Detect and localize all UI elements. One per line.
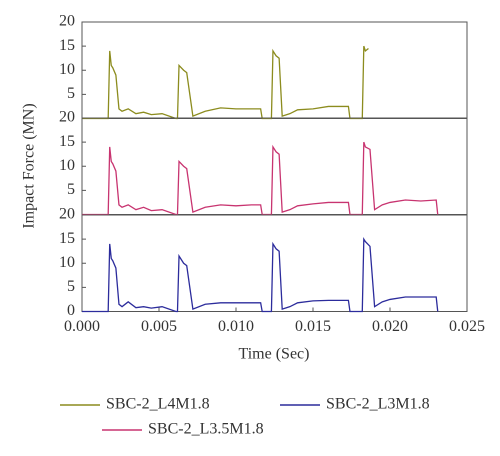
series-line [82, 236, 439, 313]
x-tick-label: 0.015 [295, 318, 331, 335]
x-tick-label: 0.010 [218, 318, 254, 335]
y-tick-label: 15 [59, 133, 75, 150]
y-tick-label: 10 [59, 157, 75, 174]
y-tick-label: 5 [67, 181, 75, 198]
y-tick-label: 10 [59, 254, 75, 271]
y-tick-label: 5 [67, 278, 75, 295]
x-tick-label: 0.000 [64, 318, 100, 335]
legend-label: SBC-2_L3.5M1.8 [148, 421, 264, 438]
x-tick-label: 0.025 [449, 318, 485, 335]
legend-label: SBC-2_L3M1.8 [326, 396, 430, 413]
legend-label: SBC-2_L4M1.8 [106, 396, 210, 413]
y-tick-label: 10 [59, 61, 75, 78]
panel-frame [81, 21, 468, 119]
y-tick-label: 15 [59, 230, 75, 247]
y-tick-label: 0 [67, 302, 75, 319]
y-tick-label: 5 [67, 85, 75, 102]
y-axis-label: Impact Force (MN) [21, 103, 38, 228]
x-axis-label: Time (Sec) [239, 346, 310, 363]
x-tick-label: 0.005 [141, 318, 177, 335]
y-tick-label: 20 [59, 109, 75, 126]
series-line [82, 45, 369, 120]
y-tick-label: 20 [59, 206, 75, 223]
y-tick-label: 15 [59, 37, 75, 54]
x-tick-label: 0.020 [372, 318, 408, 335]
y-tick-label: 20 [59, 13, 75, 30]
series-line [82, 141, 439, 216]
